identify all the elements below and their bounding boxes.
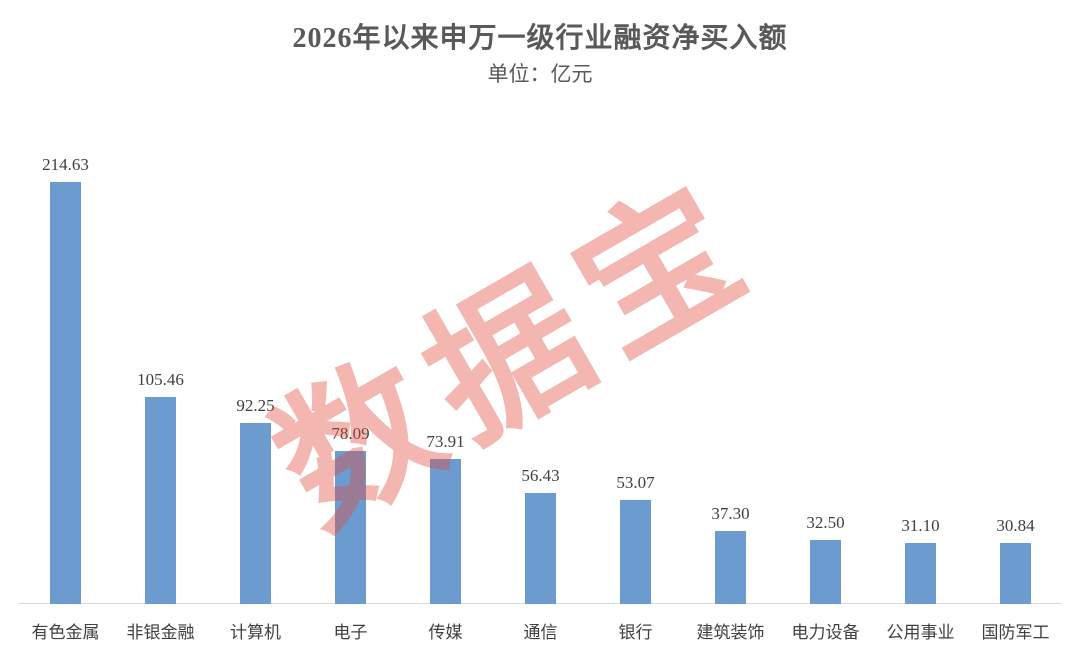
category-label-计算机: 计算机 — [230, 623, 281, 642]
value-label-建筑装饰: 37.30 — [711, 504, 750, 523]
value-label-通信: 56.43 — [521, 466, 560, 485]
category-label-公用事业: 公用事业 — [886, 623, 955, 642]
category-label-建筑装饰: 建筑装饰 — [696, 623, 765, 642]
category-label-银行: 银行 — [618, 623, 653, 642]
chart-subtitle: 单位：亿元 — [487, 62, 593, 86]
bar-银行 — [620, 500, 651, 604]
bar-国防军工 — [1000, 543, 1031, 604]
bar-有色金属 — [50, 182, 81, 604]
value-label-银行: 53.07 — [616, 473, 655, 492]
category-label-电力设备: 电力设备 — [791, 623, 860, 642]
value-label-非银金融: 105.46 — [137, 370, 184, 389]
bar-通信 — [525, 493, 556, 604]
value-label-电子: 78.09 — [331, 424, 370, 443]
bar-公用事业 — [905, 543, 936, 604]
bar-建筑装饰 — [715, 531, 746, 604]
value-label-电力设备: 32.50 — [806, 513, 845, 532]
bar-计算机 — [240, 423, 271, 604]
value-label-有色金属: 214.63 — [42, 155, 89, 174]
value-label-计算机: 92.25 — [236, 396, 275, 415]
bar-传媒 — [430, 459, 461, 604]
chart-title: 2026年以来申万一级行业融资净买入额 — [292, 23, 788, 54]
value-label-公用事业: 31.10 — [901, 516, 940, 535]
value-label-国防军工: 30.84 — [996, 516, 1035, 535]
value-label-传媒: 73.91 — [426, 432, 465, 451]
category-label-非银金融: 非银金融 — [126, 623, 195, 642]
category-label-电子: 电子 — [333, 623, 368, 642]
watermark-text: 数据宝 — [249, 150, 785, 559]
category-label-通信: 通信 — [523, 623, 558, 642]
category-label-有色金属: 有色金属 — [31, 623, 100, 642]
bar-电力设备 — [810, 540, 841, 604]
bar-非银金融 — [145, 397, 176, 604]
category-label-传媒: 传媒 — [428, 623, 463, 642]
bar-电子 — [335, 451, 366, 604]
category-label-国防军工: 国防军工 — [981, 623, 1050, 642]
